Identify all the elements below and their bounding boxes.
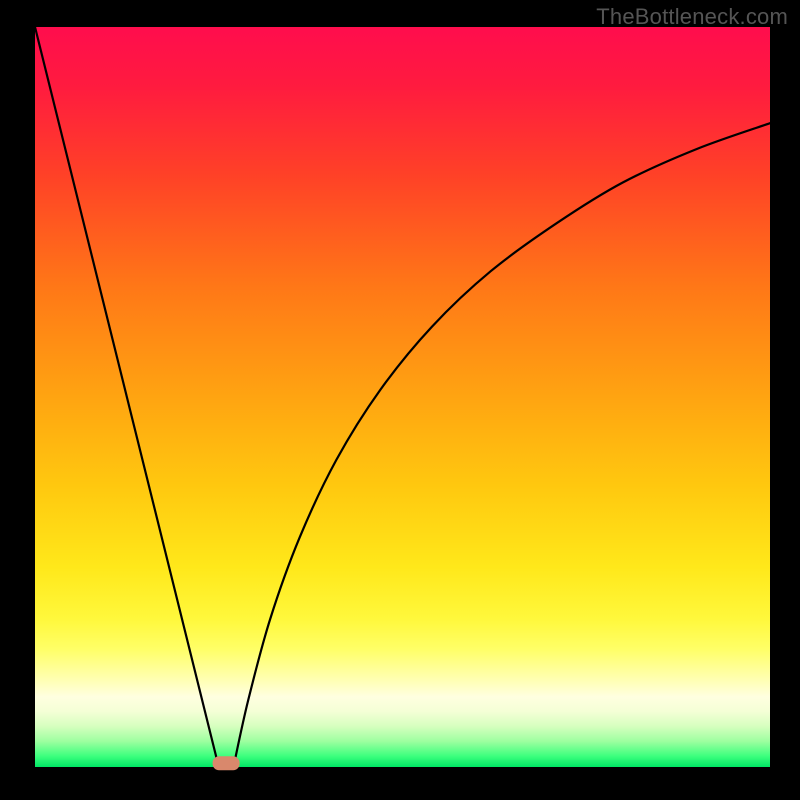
plot-area (35, 27, 770, 767)
watermark-text: TheBottleneck.com (596, 4, 788, 30)
valley-marker (213, 757, 239, 770)
bottleneck-chart (0, 0, 800, 800)
